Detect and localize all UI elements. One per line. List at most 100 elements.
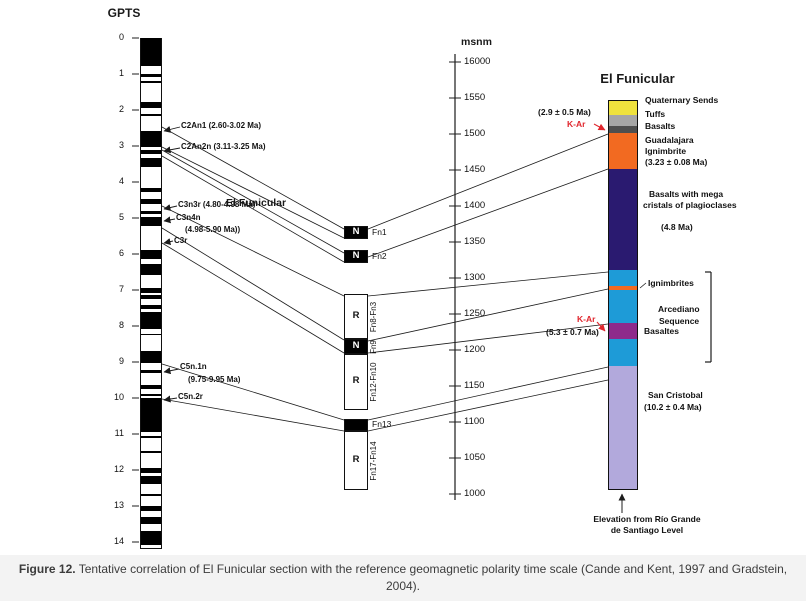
gpts-chron-label: (4.98-5.90 Ma)) [185,225,241,234]
strat-unit [608,366,638,490]
correlation-line [161,242,345,354]
gpts-normal-polarity-band [141,370,161,374]
strat-right-label: San Cristobal [648,390,703,400]
strat-unit [608,100,638,115]
strat-left-annotation: K-Ar [567,119,586,129]
correlation-line [161,227,345,341]
chron-label-arrow [163,146,181,154]
gpts-axis-tick-label: 7 [118,284,124,294]
gpts-normal-polarity-band [141,295,161,299]
strat-right-label: cristals of plagioclases [643,200,737,210]
gpts-normal-polarity-band [141,398,161,433]
gpts-normal-polarity-band [141,188,161,193]
polarity-segment-label: Fn1 [372,226,387,237]
gpts-normal-polarity-band [141,130,161,148]
polarity-segment-Fn8-Fn3 [344,294,368,339]
strat-right-label: Basaltes [644,326,679,336]
gpts-normal-polarity-band [141,305,161,310]
gpts-normal-polarity-band [141,531,161,545]
polarity-segment-Fn9 [344,339,368,354]
strat-left-annotation: K-Ar [577,314,596,324]
gpts-normal-polarity-band [141,199,161,205]
correlation-line [161,398,345,432]
gpts-axis-tick-label: 5 [118,212,124,222]
strat-right-label: (10.2 ± 0.4 Ma) [644,402,702,412]
strat-right-label: Basalts with mega [649,189,724,199]
gpts-axis-tick-label: 1 [118,68,124,78]
correlation-line [367,379,609,432]
gpts-axis-tick-label: 10 [113,392,124,402]
gpts-normal-polarity-band [141,73,161,77]
chron-label-arrow [163,216,176,224]
strat-unit [608,126,638,133]
strat-right-label: Tuffs [645,109,666,119]
strat-unit [608,115,638,126]
gpts-axis-tick-label: 12 [113,464,124,474]
gpts-chron-label: C3r [174,236,188,245]
gpts-normal-polarity-band [141,114,161,116]
chron-label-arrow [163,204,178,211]
gpts-normal-polarity-band [141,451,161,454]
polarity-letter: R [352,453,360,465]
figure-caption: Figure 12. Tentative correlation of El F… [0,555,806,601]
strat-unit [608,270,638,323]
gpts-chron-label: C2An2n (3.11-3.25 Ma) [181,142,266,151]
strat-unit [608,339,638,366]
strat-left-annotation: (2.9 ± 0.5 Ma) [538,107,591,117]
elevation-tick-label: 1250 [464,308,486,319]
elevation-tick-label: 1000 [464,488,486,499]
polarity-letter: N [352,249,360,261]
correlation-line [639,282,647,289]
gpts-normal-polarity-band [141,101,161,109]
strat-right-label: Guadalajara [645,135,694,145]
gpts-normal-polarity-band [141,210,161,215]
gpts-normal-polarity-band [141,263,161,275]
gpts-chron-label: C5n.1n [180,362,207,371]
gpts-axis-tick-label: 4 [118,176,124,186]
gpts-normal-polarity-band [141,393,161,397]
gpts-axis-tick-label: 2 [118,104,124,114]
chron-label-arrow [163,395,178,403]
correlation-line [367,168,609,258]
elevation-tick-label: 1450 [464,164,486,175]
gpts-axis-tick-label: 6 [118,248,124,258]
elevation-tick-label: 1500 [464,128,486,139]
elevation-tick-label: 1350 [464,236,486,247]
gpts-axis-tick-label: 13 [113,500,124,510]
strat-unit [608,286,638,290]
strat-unit [608,323,638,339]
gpts-chron-label: (9.75-9.95 Ma) [188,375,241,384]
gpts-normal-polarity-band [141,516,161,525]
polarity-letter: N [352,225,360,237]
strat-unit [608,169,638,270]
gpts-normal-polarity-band [141,467,161,473]
chron-label-arrow [163,126,181,133]
base-elevation-note: de Santiago Level [610,525,684,535]
polarity-segment-Fn13 [344,419,368,431]
strat-unit [608,133,638,169]
polarity-segment-Fn17-Fn14 [344,431,368,490]
gpts-normal-polarity-band [141,494,161,496]
gpts-title: GPTS [107,6,141,20]
polarity-letter: R [352,309,360,321]
elevation-tick-label: 1150 [464,380,485,391]
gpts-normal-polarity-band [141,287,161,294]
gpts-normal-polarity-band [141,333,161,336]
gpts-normal-polarity-band [141,149,161,154]
k-ar-arrow [593,123,606,131]
gpts-normal-polarity-band [141,38,161,67]
chron-label-arrow [163,238,174,246]
elevation-tick-label: 1050 [464,452,486,463]
strat-right-label: Basalts [645,121,676,131]
correlation-line [367,271,609,297]
strat-left-annotation: (5.3 ± 0.7 Ma) [546,327,599,337]
mid-column-title: El Funicular [226,197,287,209]
base-elevation-note: Elevation from Río Grande [593,514,701,524]
elevation-tick-label: 1100 [464,416,485,427]
polarity-segment-Fn12-Fn10 [344,354,368,410]
elevation-tick-label: 1550 [464,92,486,103]
gpts-axis-tick-label: 3 [118,140,124,150]
gpts-normal-polarity-band [141,250,161,260]
strat-right-label: Sequence [659,316,700,326]
